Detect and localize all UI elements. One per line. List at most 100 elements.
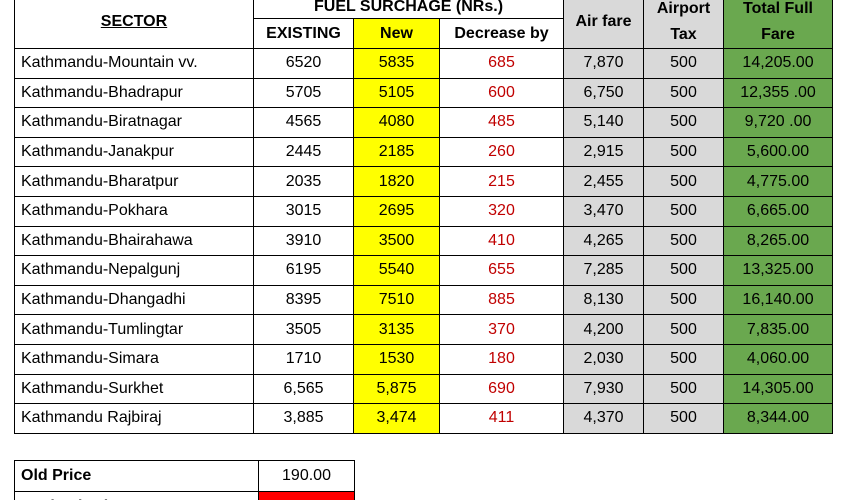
header-cell: Air fare <box>563 0 645 49</box>
new-cell: 5105 <box>353 77 440 109</box>
summary-label: Old Price <box>14 460 259 492</box>
airport-tax-cell: 500 <box>643 77 725 109</box>
summary-label: Revised Price <box>14 491 259 500</box>
header-cell: Decrease by <box>438 18 565 49</box>
decrease-cell: 411 <box>438 403 565 434</box>
existing-cell: 6195 <box>253 255 354 286</box>
fare-row: Kathmandu-Pokhara 3015 2695 320 3,470 500 6,66… <box>14 195 834 227</box>
fare-row: Kathmandu-Tumlingtar 3505 3135 370 4,200 500 7… <box>14 314 834 345</box>
airport-tax-cell: 500 <box>643 107 725 138</box>
existing-cell: 3910 <box>253 225 354 257</box>
sector-cell: Kathmandu Rajbiraj <box>14 403 254 434</box>
sector-cell: Kathmandu-Biratnagar <box>14 107 254 138</box>
fare-row: Kathmandu-Bhadrapur 5705 5105 600 6,750 500 12… <box>14 77 834 109</box>
air-fare-cell: 4,200 <box>563 314 645 345</box>
air-fare-cell: 7,930 <box>563 373 645 405</box>
header-cell: SECTOR <box>14 0 254 49</box>
new-cell: 5,875 <box>353 373 440 405</box>
existing-cell: 6,565 <box>253 373 354 405</box>
fare-table: SECTOR FUEL SURCHAGE (NRs.) Air fare Air… <box>14 0 834 434</box>
decrease-cell: 320 <box>438 195 565 227</box>
airport-tax-cell: 500 <box>643 48 725 79</box>
airport-tax-cell: 500 <box>643 373 725 405</box>
airport-tax-cell: 500 <box>643 284 725 316</box>
existing-cell: 4565 <box>253 107 354 138</box>
existing-cell: 6520 <box>253 48 354 79</box>
air-fare-cell: 4,265 <box>563 225 645 257</box>
fare-row: Kathmandu-Nepalgunj 6195 5540 655 7,285 500 13… <box>14 255 834 286</box>
airport-tax-cell: 500 <box>643 403 725 434</box>
airport-tax-cell: 500 <box>643 314 725 345</box>
total-fare-cell: 4,775.00 <box>723 166 834 197</box>
sector-cell: Kathmandu-Pokhara <box>14 195 254 227</box>
decrease-cell: 690 <box>438 373 565 405</box>
decrease-cell: 655 <box>438 255 565 286</box>
air-fare-cell: 8,130 <box>563 284 645 316</box>
total-fare-cell: 8,344.00 <box>723 403 834 434</box>
air-fare-cell: 2,455 <box>563 166 645 197</box>
decrease-cell: 485 <box>438 107 565 138</box>
existing-cell: 1710 <box>253 343 354 375</box>
summary-row: Old Price 190.00 <box>14 460 355 492</box>
new-cell: 3,474 <box>353 403 440 434</box>
fare-row: Kathmandu-Bhairahawa 3910 3500 410 4,265 500 8… <box>14 225 834 257</box>
decrease-cell: 215 <box>438 166 565 197</box>
total-fare-cell: 9,720 .00 <box>723 107 834 138</box>
air-fare-cell: 5,140 <box>563 107 645 138</box>
sector-cell: Kathmandu-Mountain vv. <box>14 48 254 79</box>
summary-row: Revised Price <box>14 491 355 500</box>
total-fare-cell: 6,665.00 <box>723 195 834 227</box>
fare-row: Kathmandu-Mountain vv. 6520 5835 685 7,870 50… <box>14 48 834 79</box>
header-cell: Total Full Fare <box>723 0 834 49</box>
air-fare-cell: 4,370 <box>563 403 645 434</box>
total-fare-cell: 4,060.00 <box>723 343 834 375</box>
air-fare-cell: 2,030 <box>563 343 645 375</box>
existing-cell: 2445 <box>253 136 354 168</box>
new-cell: 7510 <box>353 284 440 316</box>
existing-cell: 3,885 <box>253 403 354 434</box>
new-cell: 5835 <box>353 48 440 79</box>
header-cell: EXISTING <box>253 18 354 49</box>
fare-row: Kathmandu Rajbiraj 3,885 3,474 411 4,370 500 8… <box>14 403 834 434</box>
sector-cell: Kathmandu-Nepalgunj <box>14 255 254 286</box>
airport-tax-cell: 500 <box>643 195 725 227</box>
total-fare-cell: 7,835.00 <box>723 314 834 345</box>
new-cell: 5540 <box>353 255 440 286</box>
new-cell: 1530 <box>353 343 440 375</box>
new-cell: 2695 <box>353 195 440 227</box>
header-cell: FUEL SURCHAGE (NRs.) <box>252 0 565 19</box>
fare-row: Kathmandu-Surkhet 6,565 5,875 690 7,930 500 14… <box>14 373 834 405</box>
air-fare-cell: 2,915 <box>563 136 645 168</box>
sector-cell: Kathmandu-Bharatpur <box>14 166 254 197</box>
total-fare-cell: 8,265.00 <box>723 225 834 257</box>
total-fare-cell: 14,305.00 <box>723 373 834 405</box>
airport-tax-cell: 500 <box>643 343 725 375</box>
fare-row: Kathmandu-Janakpur 2445 2185 260 2,915 500 5,6… <box>14 136 834 168</box>
total-fare-cell: 13,325.00 <box>723 255 834 286</box>
air-fare-cell: 7,870 <box>563 48 645 79</box>
sector-cell: Kathmandu-Surkhet <box>14 373 254 405</box>
airport-tax-cell: 500 <box>643 166 725 197</box>
fare-row: Kathmandu-Biratnagar 4565 4080 485 5,140 500 9… <box>14 107 834 138</box>
decrease-cell: 370 <box>438 314 565 345</box>
airport-tax-cell: 500 <box>643 225 725 257</box>
airport-tax-cell: 500 <box>643 255 725 286</box>
air-fare-cell: 3,470 <box>563 195 645 227</box>
fare-row: Kathmandu-Simara 1710 1530 180 2,030 500 4,060… <box>14 343 834 375</box>
decrease-cell: 180 <box>438 343 565 375</box>
air-fare-cell: 7,285 <box>563 255 645 286</box>
existing-cell: 3505 <box>253 314 354 345</box>
new-cell: 1820 <box>353 166 440 197</box>
fare-row: Kathmandu-Dhangadhi 8395 7510 885 8,130 500 16… <box>14 284 834 316</box>
sector-cell: Kathmandu-Simara <box>14 343 254 375</box>
header-cell: New <box>353 18 440 49</box>
existing-cell: 3015 <box>253 195 354 227</box>
air-fare-cell: 6,750 <box>563 77 645 109</box>
airport-tax-cell: 500 <box>643 136 725 168</box>
decrease-cell: 600 <box>438 77 565 109</box>
sector-cell: Kathmandu-Bhairahawa <box>14 225 254 257</box>
header-cell: Airport Tax <box>643 0 725 49</box>
total-fare-cell: 14,205.00 <box>723 48 834 79</box>
